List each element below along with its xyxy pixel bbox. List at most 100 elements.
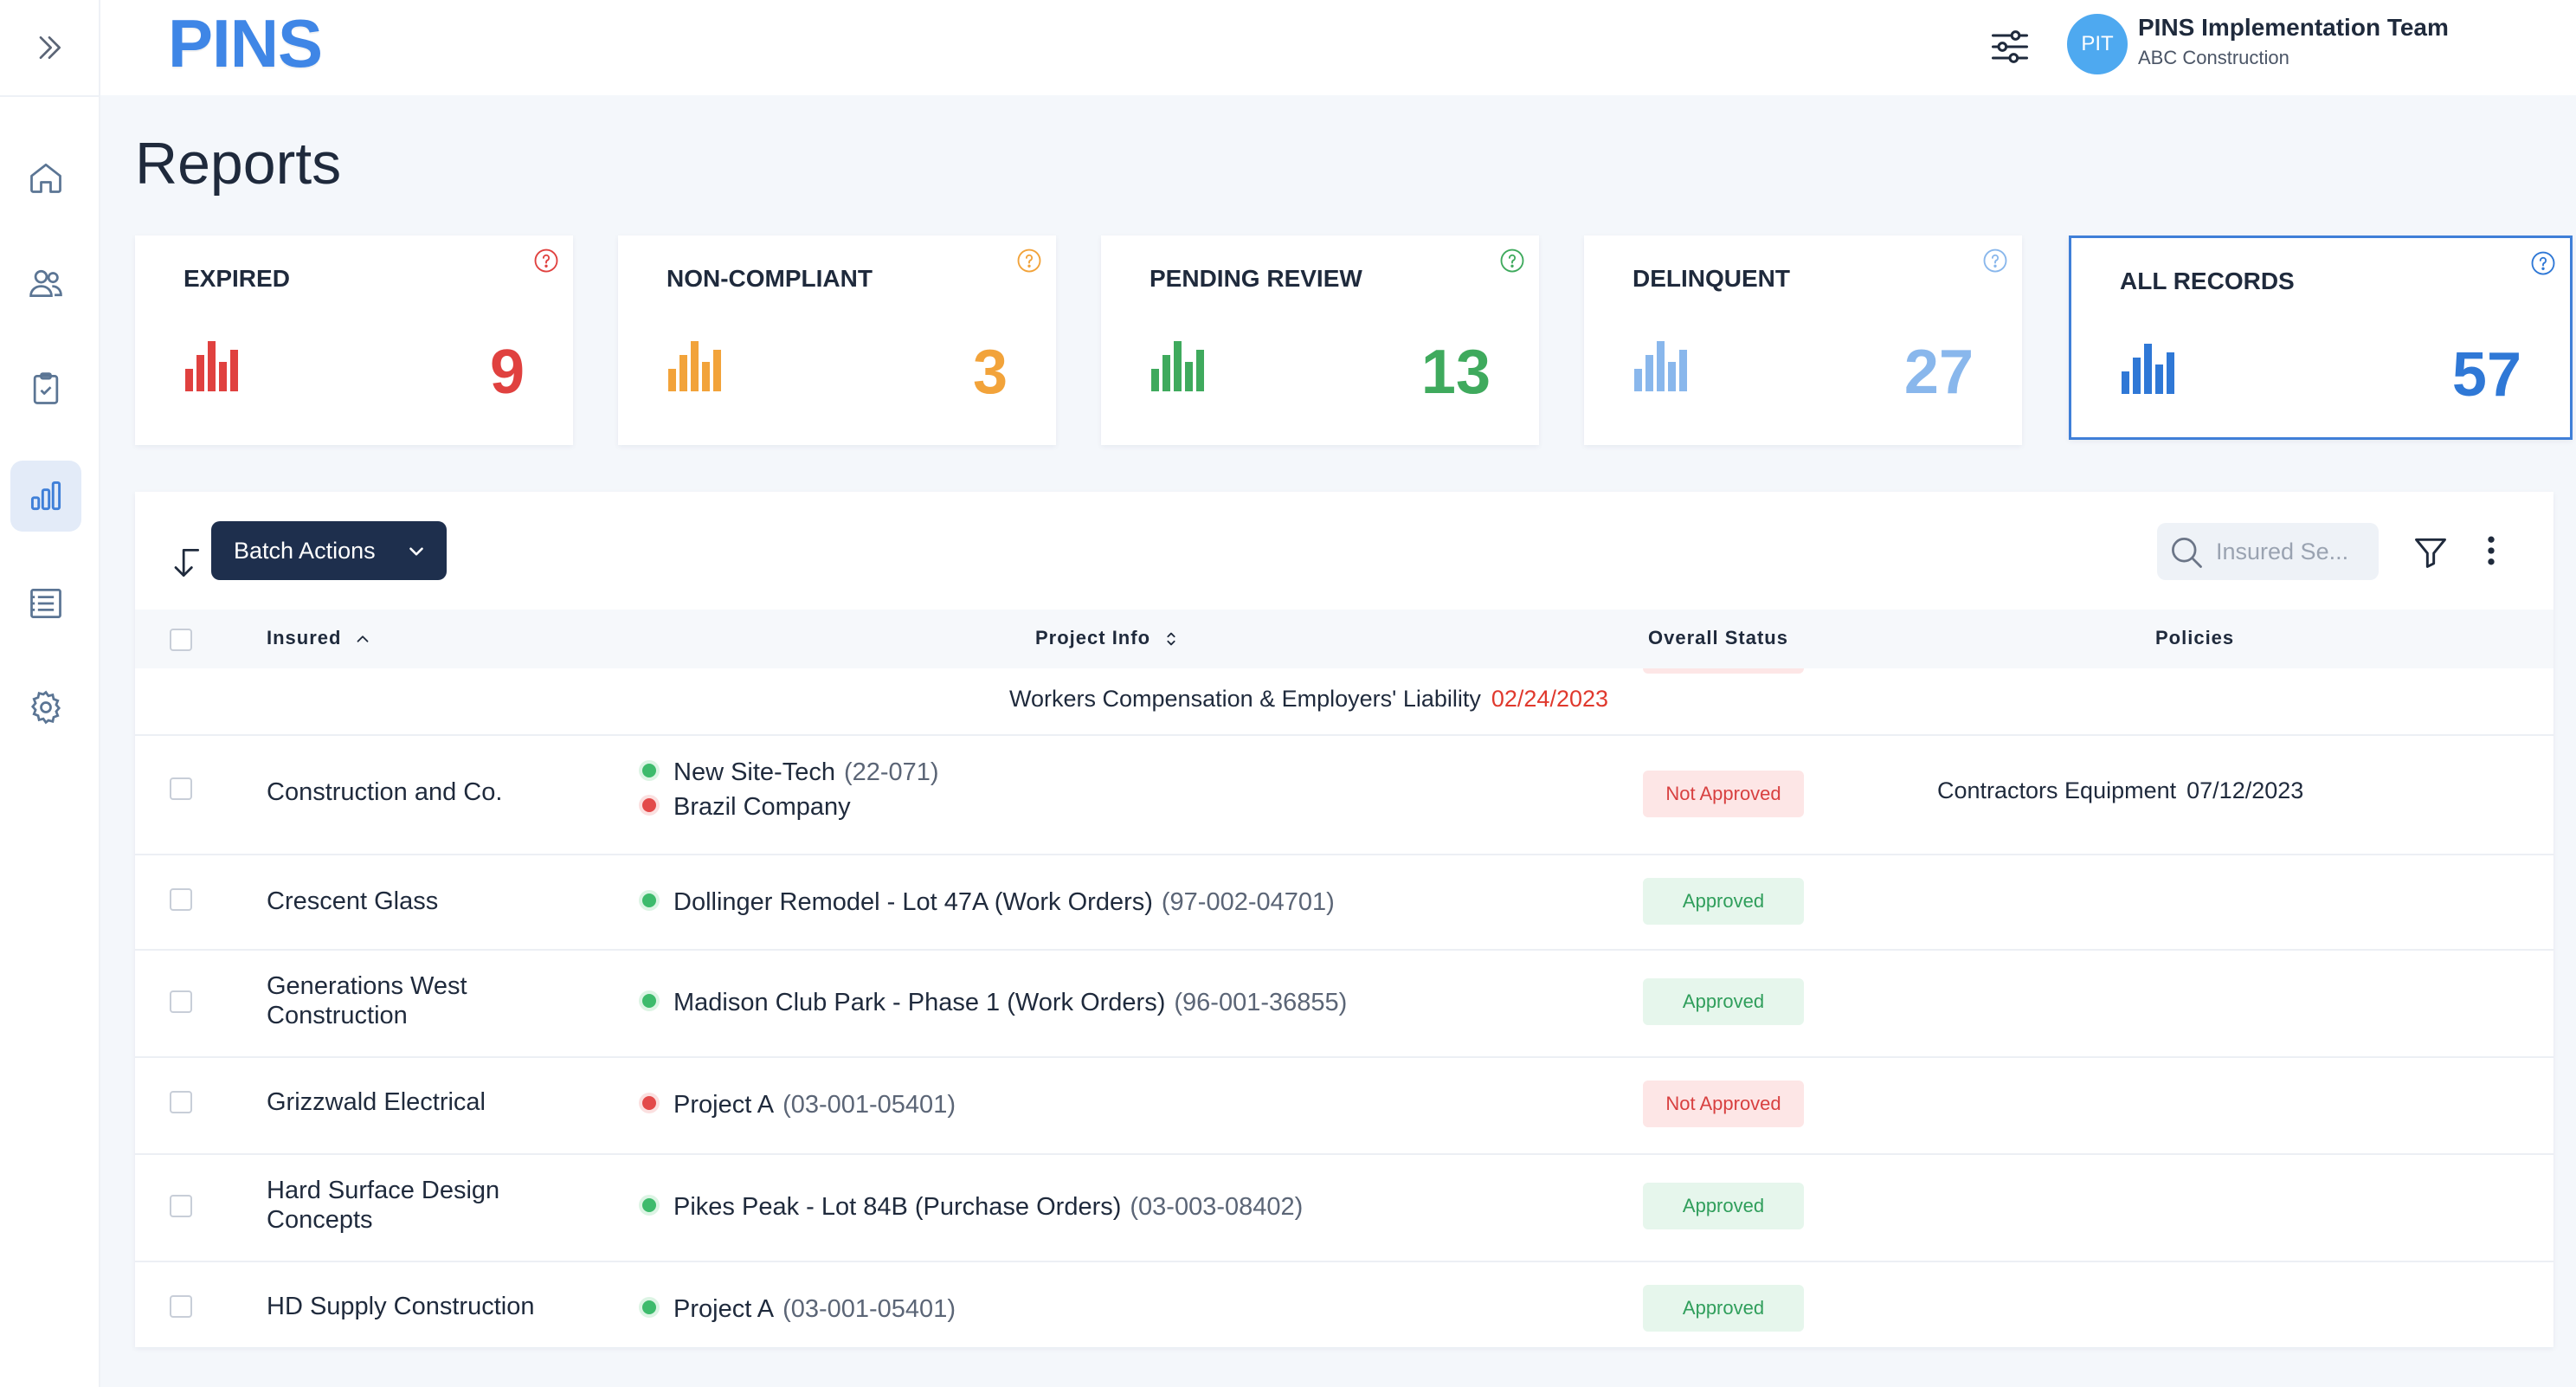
project-name: Project A xyxy=(673,1295,775,1323)
project-entry[interactable]: New Site-Tech (22-071) xyxy=(642,758,939,787)
turn-down-arrow-icon[interactable] xyxy=(166,544,204,582)
card-expired[interactable]: EXPIRED 9 xyxy=(135,235,573,445)
status-badge: Approved xyxy=(1643,1285,1804,1332)
insured-name-line: Concepts xyxy=(267,1206,373,1234)
card-label: PENDING REVIEW xyxy=(1150,265,1362,292)
avatar[interactable]: PIT xyxy=(2067,14,2128,74)
page-title: Reports xyxy=(135,131,342,197)
insured-name[interactable]: Grizzwald Electrical xyxy=(267,1088,486,1116)
table-row[interactable]: Workers Compensation & Employers' Liabil… xyxy=(135,668,2553,736)
more-vertical-icon[interactable] xyxy=(2472,532,2510,570)
column-header-insured[interactable]: Insured xyxy=(267,627,372,649)
project-code: (03-001-05401) xyxy=(782,1091,956,1119)
insured-name[interactable]: Construction and Co. xyxy=(267,778,503,806)
sliders-settings-icon[interactable] xyxy=(1987,24,2032,69)
sidebar-item-reports[interactable] xyxy=(10,461,81,532)
card-non-compliant[interactable]: NON-COMPLIANT 3 xyxy=(618,235,1056,445)
status-dot-red xyxy=(642,798,656,813)
column-header-project-info[interactable]: Project Info xyxy=(1035,627,1181,649)
card-all-records[interactable]: ALL RECORDS 57 xyxy=(2069,235,2573,440)
row-checkbox[interactable] xyxy=(170,777,192,800)
sidebar-item-settings[interactable] xyxy=(10,672,81,743)
policy-entry[interactable]: Workers Compensation & Employers' Liabil… xyxy=(1009,686,1608,713)
policy-entry[interactable]: Contractors Equipment 07/12/2023 xyxy=(1937,777,2303,804)
list-document-icon xyxy=(30,589,61,618)
batch-actions-button[interactable]: Batch Actions xyxy=(211,521,447,580)
sidebar-item-records[interactable] xyxy=(10,568,81,639)
status-badge-partial xyxy=(1643,668,1804,674)
column-header-policies[interactable]: Policies xyxy=(2155,627,2235,648)
insured-name-line: Generations West xyxy=(267,972,467,1000)
search-input[interactable] xyxy=(2157,523,2379,580)
project-entry[interactable]: Project A (03-001-05401) xyxy=(642,1091,956,1119)
sidebar-item-users[interactable] xyxy=(10,248,81,319)
project-entry[interactable]: Madison Club Park - Phase 1 (Work Orders… xyxy=(642,989,1347,1017)
user-name[interactable]: PINS Implementation Team xyxy=(2138,14,2449,41)
project-code: (97-002-04701) xyxy=(1161,888,1335,916)
app-logo[interactable]: PINS xyxy=(168,5,323,81)
insured-name[interactable]: Crescent Glass xyxy=(267,887,439,915)
status-dot-green xyxy=(642,764,656,778)
card-label: NON-COMPLIANT xyxy=(667,265,873,292)
chevron-down-icon xyxy=(409,547,423,556)
status-badge: Approved xyxy=(1643,978,1804,1025)
table-row[interactable]: Crescent Glass Dollinger Remodel - Lot 4… xyxy=(135,854,2553,951)
project-name: Dollinger Remodel - Lot 47A (Work Orders… xyxy=(673,888,1153,916)
table-header: Insured Project Info Overall Status Poli… xyxy=(135,610,2553,668)
status-badge: Approved xyxy=(1643,878,1804,925)
insured-name-line: Construction xyxy=(267,1002,408,1029)
batch-actions-label: Batch Actions xyxy=(234,537,376,564)
project-entry[interactable]: Brazil Company xyxy=(642,793,851,822)
bar-chart-icon xyxy=(2122,344,2174,394)
sidebar-item-home[interactable] xyxy=(10,142,81,213)
filter-icon[interactable] xyxy=(2412,533,2450,571)
table-row[interactable]: HD Supply Construction Project A (03-001-… xyxy=(135,1261,2553,1347)
records-table-panel: Batch Actions Insured Project Info Overa… xyxy=(135,492,2553,1347)
table-row[interactable]: Generations West Construction Madison Cl… xyxy=(135,949,2553,1058)
status-dot-green xyxy=(642,1300,656,1315)
card-value: 3 xyxy=(972,338,1008,407)
insured-name[interactable]: Hard Surface Design Concepts xyxy=(267,1176,499,1235)
project-entry[interactable]: Dollinger Remodel - Lot 47A (Work Orders… xyxy=(642,888,1335,917)
expand-sidebar-button[interactable] xyxy=(0,0,99,97)
card-pending-review[interactable]: PENDING REVIEW 13 xyxy=(1101,235,1539,445)
help-icon[interactable] xyxy=(533,248,559,274)
table-row[interactable]: Hard Surface Design Concepts Pikes Peak … xyxy=(135,1153,2553,1262)
project-code: (03-001-05401) xyxy=(782,1295,956,1323)
gear-icon xyxy=(30,690,61,725)
help-icon[interactable] xyxy=(1016,248,1042,274)
help-icon[interactable] xyxy=(1982,248,2008,274)
column-header-overall-status[interactable]: Overall Status xyxy=(1648,627,1788,648)
project-name: Pikes Peak - Lot 84B (Purchase Orders) xyxy=(673,1193,1122,1221)
insured-name[interactable]: Generations West Construction xyxy=(267,971,467,1030)
select-all-checkbox[interactable] xyxy=(170,629,192,651)
bar-chart-icon xyxy=(668,341,721,391)
status-badge: Not Approved xyxy=(1643,1081,1804,1127)
sidebar-item-compliance[interactable] xyxy=(10,353,81,424)
row-checkbox[interactable] xyxy=(170,1091,192,1113)
user-organization: ABC Construction xyxy=(2138,47,2289,68)
help-icon[interactable] xyxy=(1499,248,1525,274)
help-icon[interactable] xyxy=(2530,250,2556,276)
status-dot-green xyxy=(642,994,656,1009)
insured-name[interactable]: HD Supply Construction xyxy=(267,1293,535,1320)
project-code: (22-071) xyxy=(843,758,939,786)
table-row[interactable]: Grizzwald Electrical Project A (03-001-05… xyxy=(135,1056,2553,1155)
row-checkbox[interactable] xyxy=(170,888,192,911)
card-label: DELINQUENT xyxy=(1633,265,1790,292)
row-checkbox[interactable] xyxy=(170,990,192,1013)
card-delinquent[interactable]: DELINQUENT 27 xyxy=(1584,235,2022,445)
reports-chart-icon xyxy=(30,481,61,511)
sidebar xyxy=(0,0,100,1387)
sort-ascending-icon xyxy=(357,635,369,642)
row-checkbox[interactable] xyxy=(170,1195,192,1217)
sort-toggle-icon xyxy=(1167,632,1175,646)
table-row[interactable]: Construction and Co. New Site-Tech (22-07… xyxy=(135,734,2553,855)
project-entry[interactable]: Project A (03-001-05401) xyxy=(642,1295,956,1324)
policy-name: Contractors Equipment xyxy=(1937,777,2177,803)
project-name: Madison Club Park - Phase 1 (Work Orders… xyxy=(673,989,1166,1016)
row-checkbox[interactable] xyxy=(170,1295,192,1318)
project-name: New Site-Tech xyxy=(673,758,835,786)
project-entry[interactable]: Pikes Peak - Lot 84B (Purchase Orders) (0… xyxy=(642,1193,1303,1222)
policy-name: Workers Compensation & Employers' Liabil… xyxy=(1009,686,1481,712)
